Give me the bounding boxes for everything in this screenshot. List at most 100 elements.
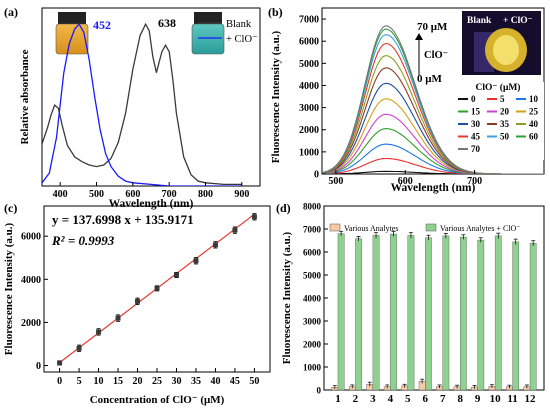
panel-d: (d) 1 2 3 4 5 6 7 8 9 10 11 12010002000300040005000… [276, 201, 545, 405]
panel-b-series-5 [322, 157, 544, 174]
panel-b-y-tick-label: 0 [314, 170, 319, 181]
panel-c-x-tick-label: 5 [77, 376, 82, 387]
panel-b-series-15 [322, 128, 544, 174]
panel-c-label: (c) [4, 201, 17, 215]
panel-d-y-tick-label: 0 [317, 386, 322, 396]
panel-d-y-tick-label: 3000 [303, 317, 322, 327]
panel-a-frame [41, 7, 261, 187]
panel-c-x-tick-label: 50 [249, 376, 259, 387]
panel-d-y-tick-label: 7000 [303, 225, 322, 235]
panel-a-y-axis-title: Relative absorbance [19, 49, 31, 144]
panel-a-x-axis-title: Wavelength (nm) [109, 198, 194, 210]
panel-b-y-tick-label: 4000 [299, 81, 319, 92]
r-squared-label: R² = 0.9993 [51, 233, 115, 248]
panel-d-x-tick-label: 8 [457, 393, 463, 405]
panel-a: (a) 400 500 600 700 800 900 452 638 Blank + C… [4, 5, 261, 210]
panel-b-series-50 [322, 34, 544, 174]
legend-label-clo: + ClO⁻ [226, 34, 258, 45]
peak-label-452: 452 [93, 18, 111, 32]
panel-b-series-35 [322, 67, 544, 174]
panel-b-inset-photo: Blank + ClO⁻ [462, 11, 541, 75]
panel-b-x-tick-label: 500 [328, 176, 343, 187]
panel-c-data-point [173, 272, 179, 278]
panel-b-y-tick-label: 7000 [299, 15, 319, 26]
panel-b-label: (b) [268, 5, 283, 19]
regression-equation: y = 137.6998 x + 135.9171 [52, 212, 194, 227]
panel-c-y-tick-label: 0 [36, 361, 41, 372]
panel-b-y-tick-label: 3000 [299, 103, 319, 114]
panel-b-series-10 [322, 143, 544, 174]
panel-d-x-tick-label: 12 [525, 393, 537, 405]
panel-d-y-tick-label: 8000 [303, 202, 322, 212]
panel-a-series-1 [42, 23, 242, 186]
panel-d-x-tick-label: 4 [388, 393, 394, 405]
panel-c-x-tick-label: 20 [133, 376, 143, 387]
panel-c-y-tick-label: 2000 [21, 318, 41, 329]
panel-b-legend-label: 15 [471, 107, 481, 117]
panel-a-legend: Blank + ClO⁻ [198, 19, 258, 45]
panel-b-series-70 [322, 25, 544, 174]
panel-a-x-tick-label: 700 [162, 189, 177, 200]
panel-b-y-tick-label: 6000 [299, 37, 319, 48]
annotation-arrowhead [415, 33, 423, 40]
panel-c-data-point [251, 214, 257, 220]
panel-c: (c) 0 5 10 15 20 25 30 35 40 45 50 0 2000 4000 6000 y … [3, 201, 271, 406]
panel-d-y-axis-title: Fluorescence Intensity (a.u.) [281, 231, 293, 364]
panel-d-y-tick-label: 6000 [303, 248, 322, 258]
panel-d-x-tick-label: 6 [423, 393, 429, 405]
panel-b-series-45 [322, 42, 544, 174]
panel-a-x-tick-label: 400 [53, 189, 68, 200]
bar-analytes-plus-clo [494, 235, 502, 391]
bar-analytes-plus-clo [372, 235, 380, 391]
panel-c-x-tick-label: 30 [171, 376, 181, 387]
panel-b-legend-label: 0 [471, 94, 476, 104]
panel-b-legend: 0 5 10 15 20 25 30 35 40 45 50 60 70 [458, 94, 539, 154]
legend-swatch-various-analytes [329, 223, 341, 232]
panel-b-legend-label: 10 [529, 94, 539, 104]
panel-d-x-tick-label: 9 [475, 393, 481, 405]
panel-b-y-axis-title: Fluorescence Intensity (a.u.) [270, 30, 282, 163]
inset-label-clo: + ClO⁻ [503, 16, 533, 26]
panel-b-legend-label: 25 [529, 107, 539, 117]
vial-clo-image [191, 12, 225, 55]
bar-analytes-plus-clo [459, 236, 467, 391]
legend-swatch-analytes-plus-clo [425, 223, 437, 232]
panel-c-data-point [212, 242, 218, 248]
bar-analytes-plus-clo [355, 238, 362, 391]
bar-analytes-plus-clo [442, 235, 450, 391]
panel-c-x-tick-label: 15 [113, 376, 123, 387]
panel-d-label: (d) [276, 201, 291, 215]
panel-d-x-tick-label: 2 [353, 393, 359, 405]
panel-d-y-tick-label: 1000 [303, 363, 322, 373]
panel-b-y-tick-label: 1000 [299, 147, 319, 158]
legend-label-various-analytes: Various Analytes [344, 224, 398, 233]
panel-c-data-point [96, 329, 102, 335]
panel-d-y-tick-label: 2000 [303, 340, 322, 350]
panel-c-x-tick-label: 35 [191, 376, 201, 387]
panel-b-y-tick-label: 2000 [299, 125, 319, 136]
panel-b-series-20 [322, 113, 544, 174]
legend-label-blank: Blank [226, 19, 252, 30]
panel-b-series-40 [322, 55, 544, 174]
panel-b-x-tick-label: 600 [398, 176, 413, 187]
bar-analytes-plus-clo [512, 241, 520, 391]
panel-c-y-tick-label: 4000 [21, 275, 41, 286]
panel-b-y-tick-label: 5000 [299, 59, 319, 70]
panel-c-x-tick-label: 45 [230, 376, 240, 387]
panel-d-x-tick-label: 10 [490, 393, 502, 405]
panel-b-x-axis-title: Wavelength (nm) [391, 182, 476, 194]
panel-b-legend-title: ClO⁻ (μM) [476, 82, 521, 93]
panel-c-y-tick-label: 6000 [21, 232, 41, 243]
panel-b-legend-box [456, 82, 544, 160]
panel-c-data-point [232, 227, 238, 233]
panel-b-legend-label: 20 [500, 107, 510, 117]
annotation-clo: ClO⁻ [424, 50, 448, 61]
panel-b: (b) 500 600 700010002000300040005000600070… [268, 5, 545, 194]
bar-analytes-plus-clo [337, 233, 345, 391]
bar-analytes-plus-clo [390, 233, 397, 391]
panel-b-legend-label: 70 [471, 144, 481, 154]
panel-a-x-tick-label: 500 [89, 189, 104, 200]
panel-c-data-point [57, 360, 63, 366]
panel-c-x-tick-label: 10 [94, 376, 104, 387]
